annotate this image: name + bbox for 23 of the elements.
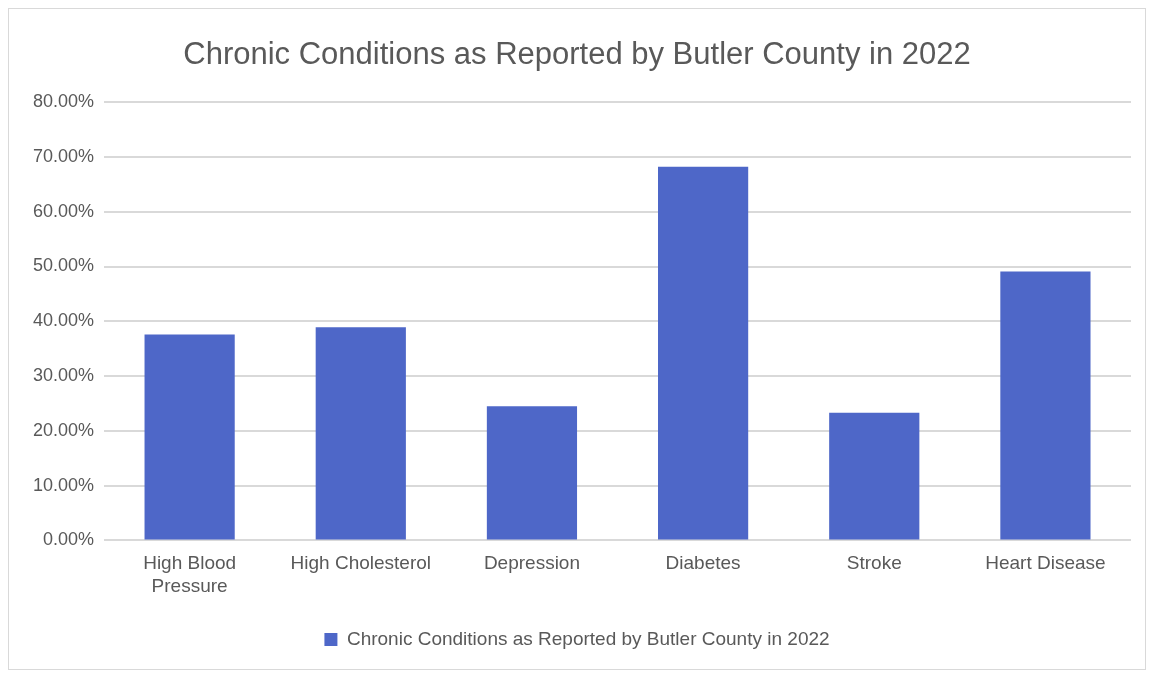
y-tick-label: 50.00% [32,255,95,276]
bar [144,334,235,540]
chart-title: Chronic Conditions as Reported by Butler County in 2022 [183,36,971,72]
y-tick-label: 80.00% [32,91,95,112]
y-tick-label: 70.00% [32,145,95,166]
y-tick-label: 20.00% [32,419,95,440]
legend-label: Chronic Conditions as Reported by Butler County in 2022 [346,627,830,649]
bar [486,406,578,540]
y-tick-label: 60.00% [32,200,95,221]
y-tick-label: 0.00% [43,529,95,550]
y-tick-label: 40.00% [32,310,95,331]
x-tick-label: Diabetes [665,552,741,574]
y-tick-label: 10.00% [32,474,95,495]
bar [829,412,920,540]
x-tick-label: High Cholesterol [290,552,432,574]
x-tick-label: Stroke [846,552,902,574]
bar [1000,271,1091,540]
y-tick-label: 30.00% [32,365,95,386]
x-tick-label: High Blood Pressure [143,552,237,596]
x-tick-label: Depression [483,552,580,574]
bar [315,327,406,540]
x-tick-label: Heart Disease [985,552,1106,574]
bar [658,166,749,540]
